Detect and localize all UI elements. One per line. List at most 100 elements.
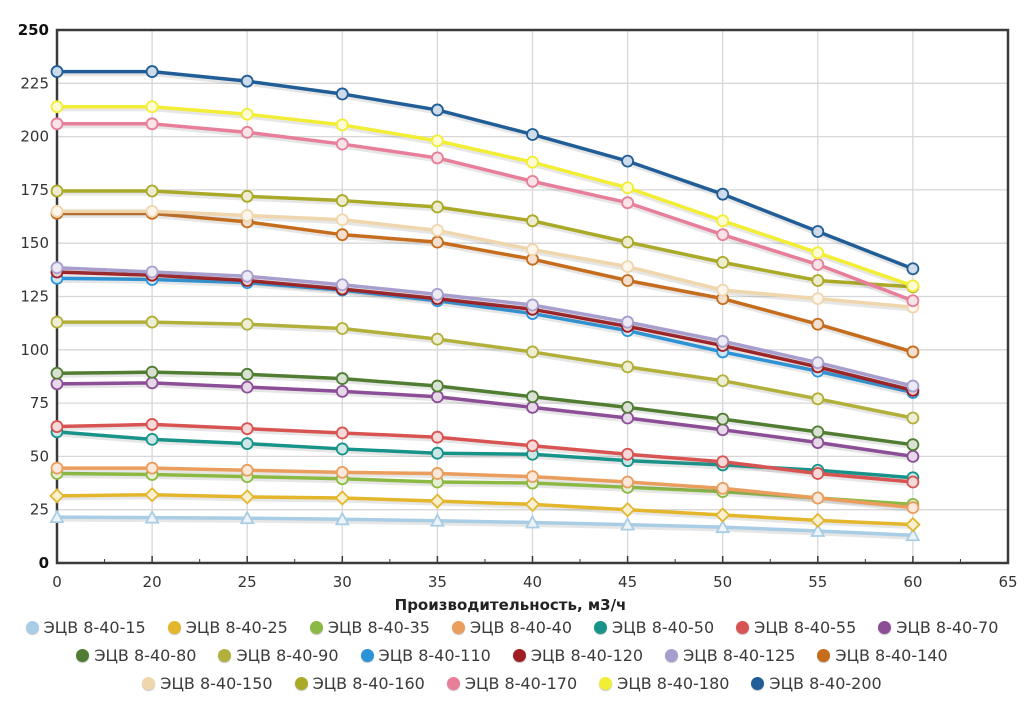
data-point-marker — [240, 269, 254, 283]
data-point-marker — [811, 225, 825, 238]
data-point-marker — [811, 246, 825, 260]
data-point-marker — [335, 426, 349, 440]
legend-item-8-40-200[interactable]: ЭЦВ 8-40-200 — [751, 674, 882, 693]
data-point-marker — [906, 449, 920, 463]
data-point-marker — [811, 436, 825, 449]
legend-marker-icon — [665, 649, 679, 662]
series-shadow — [57, 124, 914, 306]
data-point-marker — [240, 422, 254, 436]
legend-marker-icon — [451, 621, 465, 634]
data-point-marker — [240, 367, 254, 381]
data-point-marker — [144, 509, 160, 524]
legend-item-8-40-70[interactable]: ЭЦВ 8-40-70 — [878, 618, 998, 637]
data-point-marker — [716, 255, 730, 269]
data-point-marker — [621, 360, 634, 374]
legend-item-8-40-140[interactable]: ЭЦВ 8-40-140 — [817, 646, 948, 665]
legend-marker-icon — [512, 649, 526, 662]
series-line — [56, 370, 914, 447]
data-point-marker — [240, 189, 254, 203]
legend-label: ЭЦВ 8-40-125 — [683, 646, 796, 665]
data-point-marker — [716, 187, 730, 201]
series-line — [57, 69, 914, 271]
legend-item-8-40-55[interactable]: ЭЦВ 8-40-55 — [736, 618, 856, 637]
series-shadow — [56, 495, 913, 530]
series-shadow — [57, 322, 914, 423]
legend-item-8-40-120[interactable]: ЭЦВ 8-40-120 — [512, 646, 643, 665]
data-point-marker — [716, 283, 730, 297]
series-line — [56, 265, 914, 388]
data-point-marker — [811, 467, 825, 480]
data-point-marker — [50, 366, 64, 380]
data-point-marker — [621, 274, 634, 287]
data-point-marker — [335, 194, 349, 207]
legend-item-8-40-25[interactable]: ЭЦВ 8-40-25 — [167, 618, 288, 637]
data-point-marker — [621, 260, 634, 274]
legend-marker-icon — [878, 621, 892, 634]
data-point-marker — [811, 491, 825, 505]
data-point-marker — [526, 243, 539, 256]
legend-item-8-40-50[interactable]: ЭЦВ 8-40-50 — [594, 618, 714, 637]
legend-item-8-40-35[interactable]: ЭЦВ 8-40-35 — [309, 618, 430, 637]
legend-item-8-40-150[interactable]: ЭЦВ 8-40-150 — [142, 674, 273, 693]
data-point-marker — [905, 527, 921, 542]
legend-item-8-40-80[interactable]: ЭЦВ 8-40-80 — [76, 646, 196, 665]
data-point-marker — [716, 334, 730, 348]
legend-label: ЭЦВ 8-40-110 — [378, 646, 491, 665]
y-axis-tick-label: 250 — [18, 21, 49, 39]
series-line — [57, 189, 914, 289]
legend-item-8-40-15[interactable]: ЭЦВ 8-40-15 — [25, 618, 146, 637]
x-axis-tick-label: 30 — [333, 573, 352, 591]
legend-marker-icon — [736, 621, 750, 634]
x-axis-tick-label: 65 — [998, 573, 1017, 591]
data-point-marker — [50, 261, 64, 275]
line-chart-plot: 0 25 50 75 100 125 150 175 200 225 250 0 20 25 30 35 40 4… — [18, 21, 1018, 614]
legend-marker-icon — [25, 621, 39, 634]
data-point-marker — [145, 315, 159, 329]
data-point-marker — [526, 128, 539, 141]
data-point-marker — [239, 510, 255, 525]
data-point-marker — [335, 228, 349, 242]
data-point-marker — [716, 228, 730, 242]
x-axis-tick-label: 0 — [52, 573, 62, 591]
data-point-marker — [240, 107, 254, 121]
data-point-marker — [430, 103, 444, 117]
data-point-marker — [145, 365, 159, 379]
series-shadow — [57, 191, 914, 292]
legend-item-8-40-40[interactable]: ЭЦВ 8-40-40 — [451, 618, 572, 637]
data-point-marker — [145, 418, 159, 431]
data-point-marker — [430, 224, 444, 237]
data-point-marker — [716, 374, 730, 388]
legend-label: ЭЦВ 8-40-35 — [327, 618, 430, 637]
data-point-marker — [811, 425, 825, 439]
data-point-marker — [49, 509, 65, 524]
data-point-marker — [335, 322, 349, 335]
data-point-marker — [526, 174, 539, 188]
legend-marker-icon — [360, 649, 374, 662]
data-point-marker — [144, 487, 160, 503]
legend-item-8-40-180[interactable]: ЭЦВ 8-40-180 — [599, 674, 729, 693]
legend-item-8-40-125[interactable]: ЭЦВ 8-40-125 — [665, 646, 795, 665]
data-point-marker — [50, 377, 64, 391]
data-point-marker — [50, 117, 64, 131]
legend-label: ЭЦВ 8-40-55 — [754, 618, 857, 637]
legend-item-8-40-160[interactable]: ЭЦВ 8-40-160 — [294, 674, 425, 693]
legend-label: ЭЦВ 8-40-150 — [160, 674, 273, 693]
data-point-marker — [335, 465, 349, 479]
data-point-marker — [335, 118, 349, 132]
data-point-marker — [430, 151, 444, 165]
legend-item-8-40-110[interactable]: ЭЦВ 8-40-110 — [360, 646, 491, 665]
data-point-marker — [240, 317, 254, 331]
series-shadow — [57, 72, 914, 274]
legend-item-8-40-170[interactable]: ЭЦВ 8-40-170 — [446, 674, 577, 693]
legend-label: ЭЦВ 8-40-140 — [835, 646, 948, 665]
x-axis-tick-label: 45 — [618, 573, 637, 591]
data-point-marker — [430, 200, 444, 214]
series-line — [56, 276, 914, 395]
data-point-marker — [335, 372, 349, 385]
series-line — [56, 381, 914, 459]
y-axis-tick-label: 75 — [30, 394, 49, 412]
legend-item-8-40-90[interactable]: ЭЦВ 8-40-90 — [218, 646, 339, 665]
legend-marker-icon — [142, 677, 156, 690]
data-point-marker — [145, 117, 159, 131]
data-point-marker — [811, 392, 825, 406]
